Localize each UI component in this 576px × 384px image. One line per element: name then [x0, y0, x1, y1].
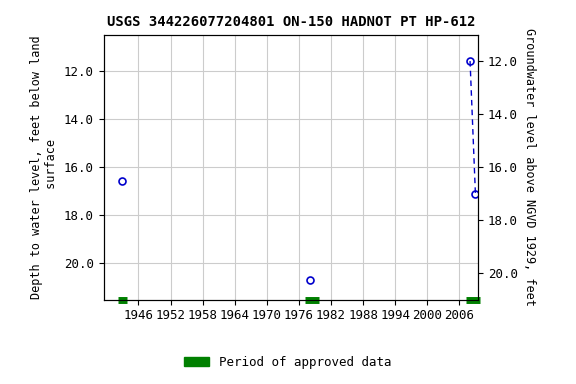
Y-axis label: Depth to water level, feet below land
 surface: Depth to water level, feet below land su… — [31, 35, 58, 299]
Legend: Period of approved data: Period of approved data — [179, 351, 397, 374]
Y-axis label: Groundwater level above NGVD 1929, feet: Groundwater level above NGVD 1929, feet — [524, 28, 536, 306]
Title: USGS 344226077204801 ON-150 HADNOT PT HP-612: USGS 344226077204801 ON-150 HADNOT PT HP… — [107, 15, 475, 29]
